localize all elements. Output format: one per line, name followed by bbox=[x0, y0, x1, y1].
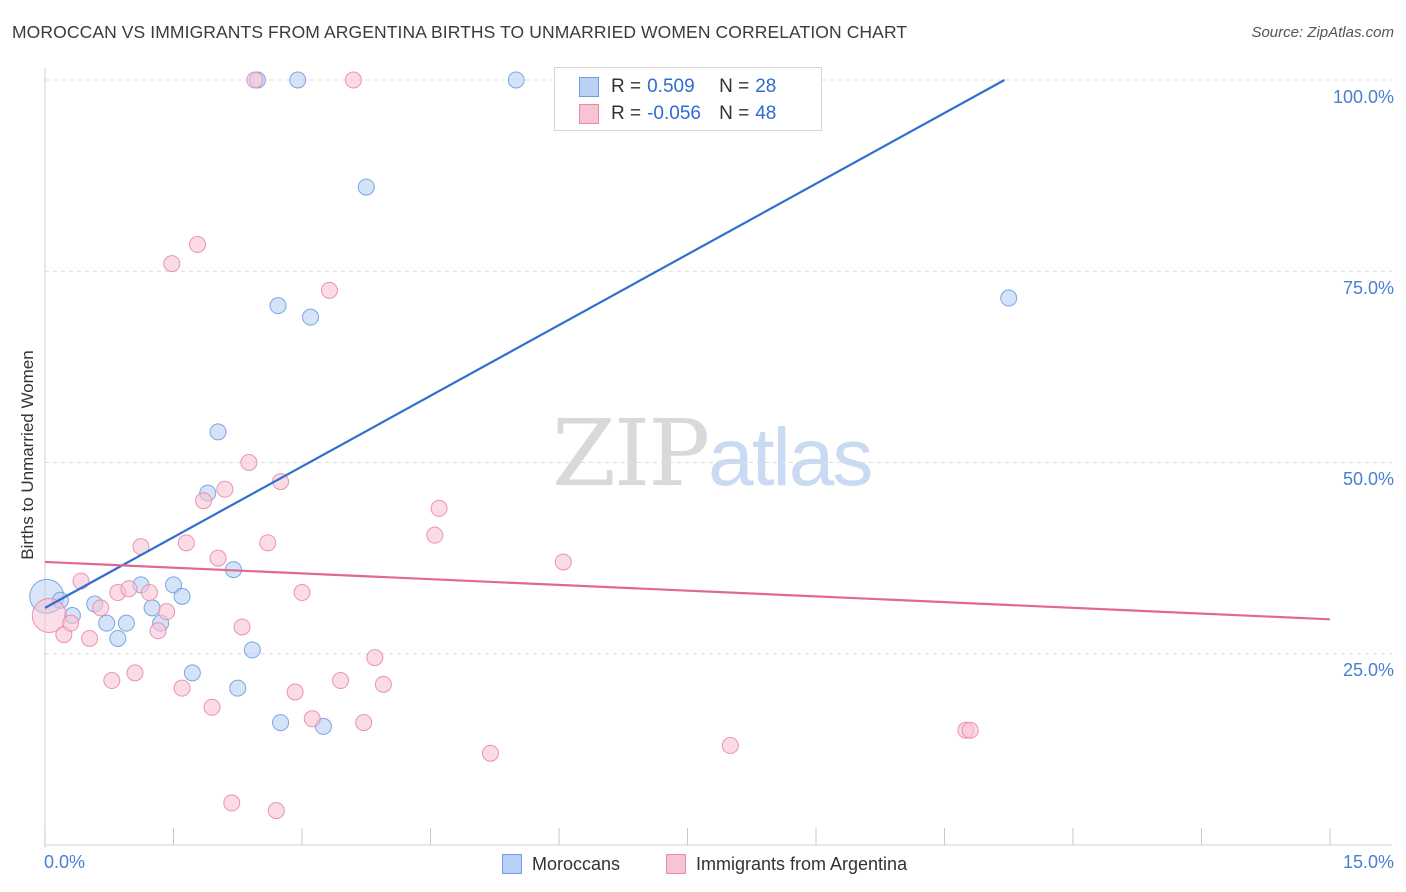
legend-swatch-argentina bbox=[579, 104, 599, 124]
data-point-argentina bbox=[303, 710, 321, 728]
data-point-argentina bbox=[240, 454, 258, 471]
data-point-moroccans bbox=[302, 308, 320, 326]
data-point-argentina bbox=[149, 622, 167, 640]
data-point-moroccans bbox=[209, 423, 227, 441]
data-point-argentina bbox=[158, 603, 176, 621]
data-point-argentina bbox=[194, 492, 212, 510]
data-point-moroccans bbox=[165, 576, 182, 594]
data-point-argentina bbox=[209, 549, 227, 567]
gridlines bbox=[45, 79, 1392, 655]
data-point-argentina bbox=[103, 672, 121, 690]
data-points bbox=[29, 71, 1018, 820]
data-point-argentina bbox=[246, 71, 264, 89]
data-point-argentina bbox=[72, 572, 90, 590]
trend-line-argentina bbox=[44, 560, 1331, 621]
data-point-argentina bbox=[721, 737, 739, 755]
data-point-argentina bbox=[233, 618, 251, 636]
data-point-moroccans bbox=[357, 178, 375, 196]
series-legend-swatch-moroccans bbox=[502, 854, 522, 874]
data-point-argentina bbox=[267, 802, 285, 820]
data-point-argentina bbox=[223, 794, 241, 812]
chart-title: MOROCCAN VS IMMIGRANTS FROM ARGENTINA BI… bbox=[12, 22, 908, 42]
y-axis-title: Births to Unmarried Women bbox=[18, 350, 37, 560]
data-point-moroccans bbox=[269, 297, 287, 315]
data-point-argentina bbox=[430, 499, 448, 517]
data-point-argentina bbox=[141, 584, 159, 602]
data-point-argentina bbox=[188, 235, 206, 253]
series-legend-swatch-argentina bbox=[666, 854, 686, 874]
data-point-argentina bbox=[259, 534, 277, 552]
source-label: Source: ZipAtlas.com bbox=[1251, 24, 1394, 41]
legend-r-value-argentina: -0.056 bbox=[647, 103, 701, 124]
y-tick-label-25: 25.0% bbox=[1342, 660, 1394, 680]
watermark: ZIPatlas bbox=[552, 400, 873, 507]
data-point-argentina bbox=[320, 281, 338, 299]
data-point-argentina bbox=[92, 599, 110, 617]
data-point-argentina bbox=[216, 480, 234, 498]
data-point-moroccans bbox=[109, 629, 127, 647]
y-tick-label-75: 75.0% bbox=[1342, 278, 1394, 298]
data-point-argentina bbox=[120, 580, 138, 598]
data-point-moroccans bbox=[173, 587, 191, 605]
data-point-moroccans bbox=[229, 679, 247, 697]
data-point-argentina bbox=[481, 744, 499, 762]
data-point-moroccans bbox=[117, 614, 135, 632]
data-point-moroccans bbox=[507, 71, 525, 89]
x-tick-label-15: 15.0% bbox=[1342, 852, 1394, 872]
data-point-moroccans bbox=[1000, 289, 1018, 307]
data-point-argentina bbox=[426, 526, 444, 544]
watermark-zip: ZIP bbox=[552, 400, 710, 507]
data-point-argentina bbox=[81, 629, 99, 647]
legend-r-value-moroccans: 0.509 bbox=[647, 76, 695, 97]
data-point-argentina bbox=[62, 614, 80, 632]
x-tick-label-0: 0.0% bbox=[44, 852, 86, 872]
data-point-moroccans bbox=[143, 599, 161, 617]
trend-lines bbox=[44, 79, 1331, 621]
data-point-argentina bbox=[163, 255, 181, 273]
data-point-argentina bbox=[374, 675, 392, 693]
data-point-argentina bbox=[173, 679, 191, 697]
data-point-argentina bbox=[366, 649, 384, 667]
data-point-argentina bbox=[293, 584, 311, 602]
series-legend-moroccans: Moroccans bbox=[502, 852, 620, 876]
series-legend-label-argentina: Immigrants from Argentina bbox=[696, 853, 908, 874]
legend-n-label: N = bbox=[719, 103, 750, 124]
legend-n-value-argentina: 48 bbox=[755, 103, 777, 124]
data-point-moroccans bbox=[272, 714, 290, 732]
data-point-argentina bbox=[344, 71, 362, 89]
y-tick-label-50: 50.0% bbox=[1342, 469, 1394, 489]
correlation-legend: R = 0.509 N = 28 R = -0.056 N = 48 bbox=[554, 67, 822, 131]
data-point-argentina bbox=[554, 553, 572, 571]
legend-n-label: N = bbox=[719, 76, 750, 97]
legend-row-moroccans: R = 0.509 N = 28 bbox=[579, 75, 776, 99]
data-point-argentina bbox=[177, 534, 195, 552]
watermark-atlas: atlas bbox=[708, 412, 873, 503]
legend-swatch-moroccans bbox=[579, 77, 599, 97]
data-point-argentina bbox=[332, 672, 350, 690]
data-point-argentina bbox=[203, 698, 221, 716]
data-point-argentina bbox=[286, 683, 304, 701]
data-point-argentina bbox=[355, 714, 373, 732]
data-point-moroccans bbox=[289, 71, 307, 89]
trend-line-moroccans bbox=[44, 79, 1005, 609]
data-point-argentina bbox=[126, 664, 144, 682]
legend-r-label: R = bbox=[611, 103, 642, 124]
y-tick-label-100: 100.0% bbox=[1332, 87, 1394, 107]
legend-n-value-moroccans: 28 bbox=[755, 76, 777, 97]
data-point-argentina bbox=[31, 598, 67, 633]
axes bbox=[44, 68, 1392, 848]
data-point-moroccans bbox=[183, 664, 201, 682]
data-point-moroccans bbox=[243, 641, 261, 659]
series-legend-argentina: Immigrants from Argentina bbox=[666, 852, 907, 876]
data-point-moroccans bbox=[98, 614, 116, 632]
legend-r-label: R = bbox=[611, 76, 642, 97]
series-legend-label-moroccans: Moroccans bbox=[532, 853, 621, 874]
data-point-argentina bbox=[961, 721, 979, 739]
legend-row-argentina: R = -0.056 N = 48 bbox=[579, 102, 776, 126]
